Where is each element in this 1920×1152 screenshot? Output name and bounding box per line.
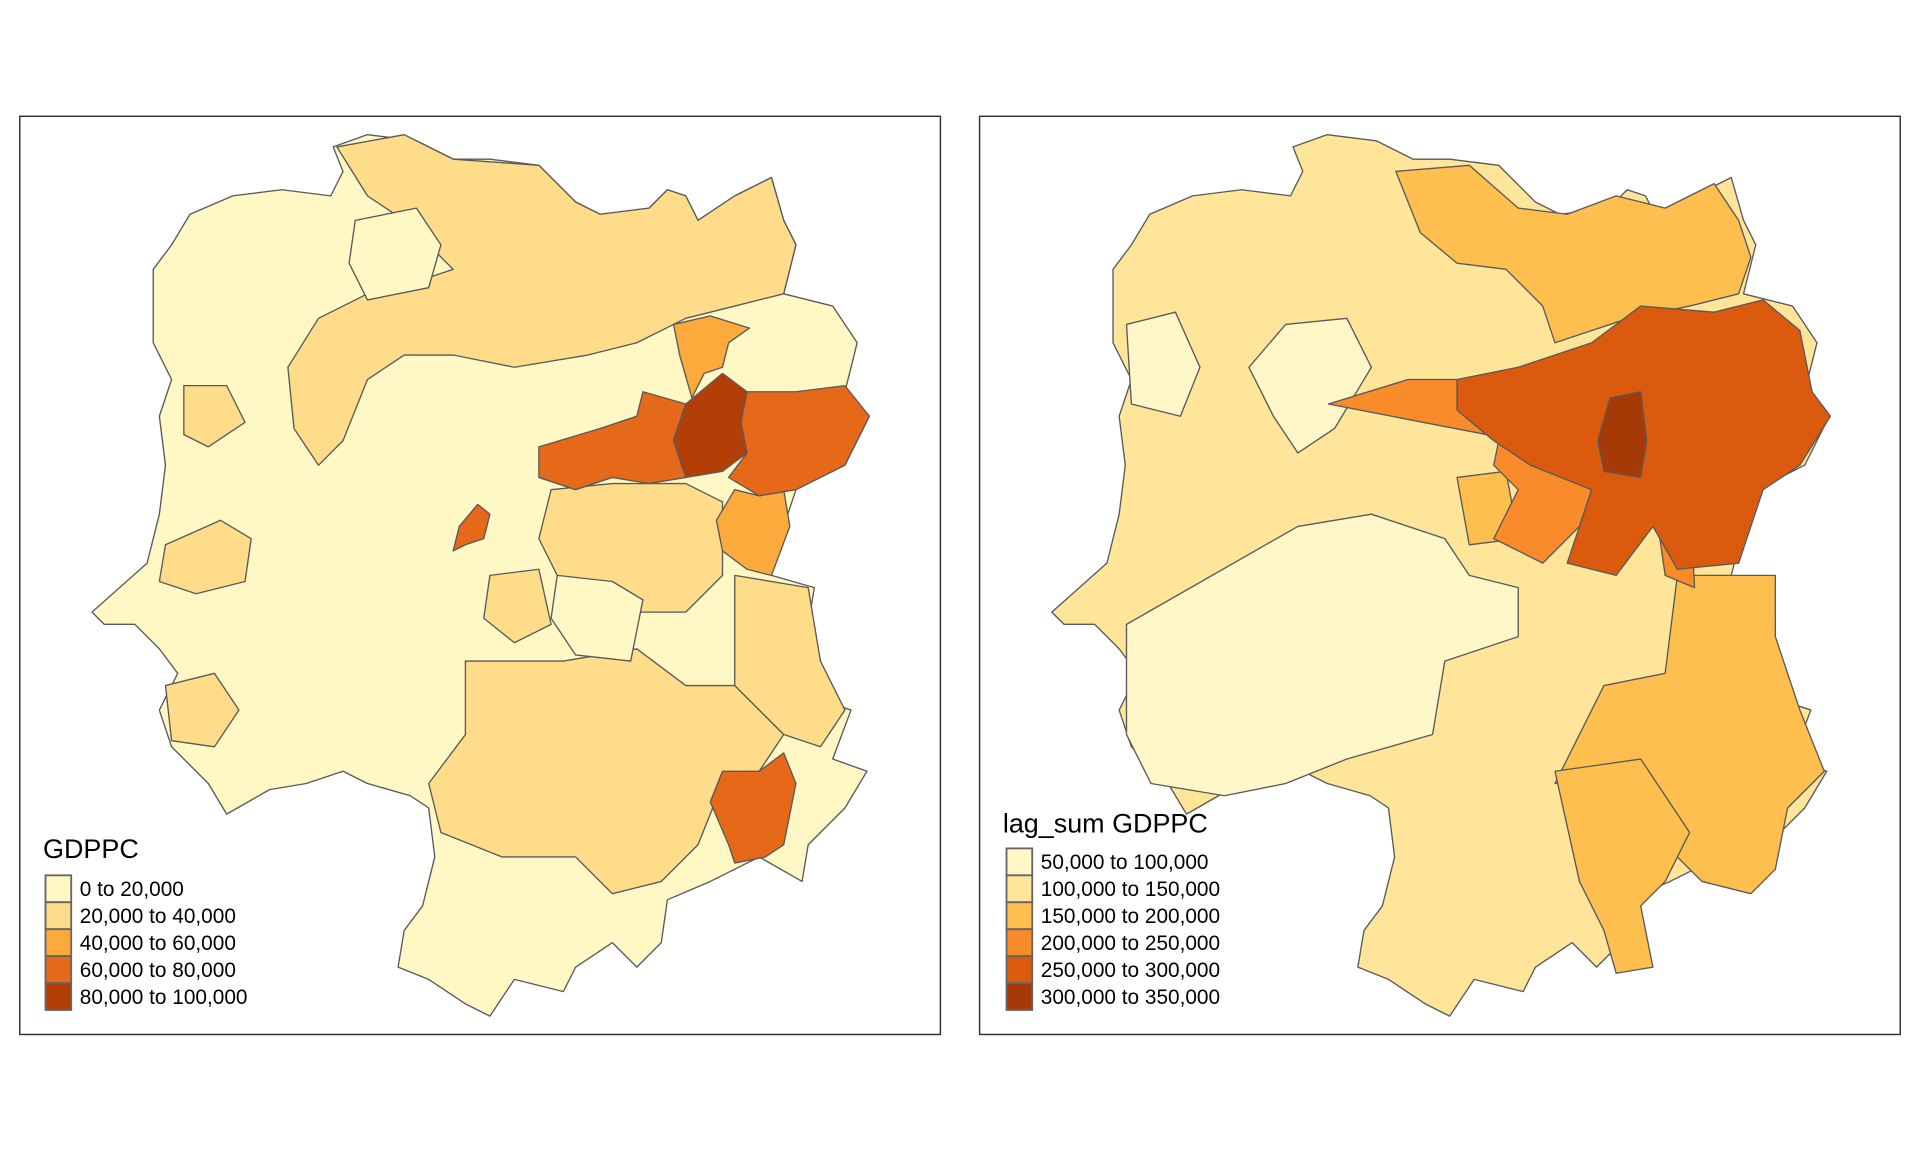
legend-swatch xyxy=(44,982,73,1011)
legend-swatch xyxy=(44,874,73,904)
region-polygon xyxy=(1125,311,1201,417)
legend-title: lag_sum GDPPC xyxy=(1003,808,1208,838)
region-polygon xyxy=(1597,391,1648,479)
legend-label: 80,000 to 100,000 xyxy=(80,986,248,1009)
region-polygon xyxy=(1554,758,1691,974)
region-polygon xyxy=(483,568,552,644)
region-polygon xyxy=(348,207,442,301)
legend-label: 200,000 to 250,000 xyxy=(1041,932,1220,955)
legend-title: GDPPC xyxy=(43,834,139,864)
legend-swatch xyxy=(1005,928,1034,958)
gdppc-legend: GDPPC 0 to 20,000 20,000 to 40,000 40,000 … xyxy=(43,834,248,1011)
region-polygon xyxy=(1125,513,1519,797)
region-polygon xyxy=(452,503,491,552)
legend-label: 40,000 to 60,000 xyxy=(80,932,236,955)
legend-swatch xyxy=(1005,901,1034,931)
legend-label: 0 to 20,000 xyxy=(80,878,184,901)
gdppc-choropleth xyxy=(91,133,871,1017)
legend-swatch xyxy=(44,955,73,984)
legend-swatch xyxy=(1005,955,1034,984)
region-polygon xyxy=(550,574,644,662)
lag-sum-gdppc-map-panel: lag_sum GDPPC 50,000 to 100,000 100,000 t… xyxy=(978,115,1901,1036)
legend-swatch xyxy=(44,901,73,931)
region-polygon xyxy=(672,315,751,399)
legend-swatch xyxy=(44,928,73,958)
legend-label: 150,000 to 200,000 xyxy=(1041,905,1220,928)
legend-swatch xyxy=(1005,982,1034,1011)
legend-swatch xyxy=(1005,874,1034,904)
region-polygon xyxy=(672,372,748,479)
legend-label: 100,000 to 150,000 xyxy=(1041,878,1220,901)
legend-label: 300,000 to 350,000 xyxy=(1041,986,1220,1009)
lag-sum-gdppc-legend: lag_sum GDPPC 50,000 to 100,000 100,000 t… xyxy=(1003,808,1220,1011)
region-polygon xyxy=(709,752,797,864)
lag-sum-gdppc-choropleth xyxy=(1051,133,1832,1017)
legend-swatch xyxy=(1005,847,1034,877)
region-polygon xyxy=(734,574,846,748)
region-polygon xyxy=(1554,574,1825,895)
region-polygon xyxy=(164,672,240,748)
gdppc-map-panel: GDPPC 0 to 20,000 20,000 to 40,000 40,000 … xyxy=(19,115,942,1036)
legend-label: 60,000 to 80,000 xyxy=(80,959,236,982)
region-polygon xyxy=(1395,164,1752,344)
legend-label: 50,000 to 100,000 xyxy=(1041,851,1209,874)
legend-label: 20,000 to 40,000 xyxy=(80,905,236,928)
legend-label: 250,000 to 300,000 xyxy=(1041,959,1220,982)
region-polygon xyxy=(183,384,246,448)
region-polygon xyxy=(158,519,252,595)
region-polygon xyxy=(428,648,785,895)
